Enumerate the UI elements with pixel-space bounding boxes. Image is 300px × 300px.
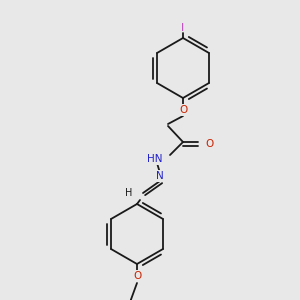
Text: O: O xyxy=(133,271,141,281)
Text: N: N xyxy=(156,171,164,181)
Text: I: I xyxy=(182,23,184,33)
Text: HN: HN xyxy=(148,154,163,164)
Text: H: H xyxy=(124,188,132,198)
Text: O: O xyxy=(205,139,213,149)
Text: O: O xyxy=(179,105,187,115)
